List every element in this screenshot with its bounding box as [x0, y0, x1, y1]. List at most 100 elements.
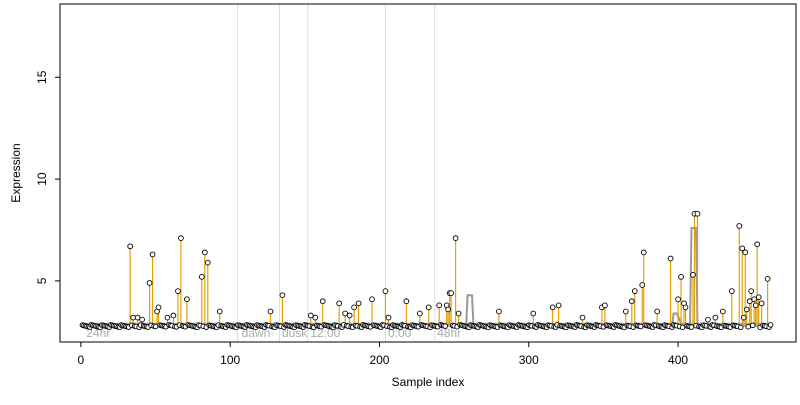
peak-point: [346, 312, 353, 319]
peak-point: [175, 288, 181, 294]
peak-point: [678, 273, 684, 280]
peak-point: [170, 312, 177, 319]
x-axis-title: Sample index: [392, 375, 465, 389]
peak-point: [755, 294, 762, 301]
peak-point: [155, 304, 162, 311]
peak-point: [579, 314, 586, 321]
peak-point: [146, 280, 153, 286]
data-point: [738, 324, 744, 331]
peak-point: [764, 276, 771, 282]
peak-point: [690, 271, 696, 278]
peak-point: [639, 282, 646, 288]
y-tick-label: 15: [35, 70, 49, 84]
y-axis-title: Expression: [9, 143, 23, 202]
peak-point: [675, 296, 681, 303]
time-marker-lines: [237, 4, 436, 342]
data-point: [637, 323, 644, 330]
data-points: [79, 210, 774, 331]
peak-point: [403, 298, 410, 305]
peak-point: [602, 302, 608, 309]
time-marker-label: 0:00: [388, 326, 412, 340]
peak-point: [134, 314, 141, 321]
peak-point: [319, 298, 326, 305]
data-point: [745, 323, 751, 330]
time-marker-labels: 24hr dawn dusk 12:00 0:00 48hr: [86, 326, 461, 340]
data-point: [688, 324, 695, 330]
peak-point: [549, 304, 556, 311]
peak-point: [445, 306, 452, 313]
peak-point: [198, 273, 205, 280]
peak-point: [149, 251, 156, 258]
time-marker-label: 24hr: [86, 326, 110, 340]
peak-point: [694, 210, 701, 217]
peak-point: [746, 298, 753, 305]
peak-point: [743, 306, 750, 313]
x-axis: 0 100 200 300 400: [78, 342, 688, 367]
peak-point: [728, 288, 735, 294]
data-point: [767, 322, 774, 328]
peak-point: [452, 235, 459, 242]
peak-point: [530, 310, 537, 317]
peak-point: [682, 304, 689, 311]
peak-point: [416, 310, 423, 317]
peak-point: [622, 308, 629, 315]
peak-point: [184, 296, 190, 303]
peak-point: [742, 249, 749, 256]
peak-point: [351, 304, 357, 311]
peak-point: [201, 249, 208, 256]
peak-point: [425, 304, 432, 311]
data-point: [679, 324, 686, 331]
gray-series-line: [465, 294, 475, 326]
data-point: [442, 323, 448, 329]
plot-frame: [59, 3, 797, 343]
peak-point: [382, 288, 389, 294]
gray-series-line: [689, 227, 699, 326]
peak-point: [712, 314, 719, 321]
peak-point: [752, 302, 759, 309]
y-tick-label: 5: [35, 277, 49, 284]
peak-point: [705, 316, 711, 323]
peak-point: [178, 235, 184, 242]
peak-point: [758, 300, 765, 307]
time-marker-label: 48hr: [437, 326, 461, 340]
peak-point: [127, 243, 134, 250]
peak-point: [754, 241, 761, 248]
x-tick-label: 0: [78, 353, 85, 367]
peak-point: [640, 249, 647, 256]
peak-point: [751, 296, 758, 303]
peak-point: [740, 314, 747, 321]
peak-point: [654, 308, 661, 315]
peak-point: [667, 255, 674, 262]
peak-point: [267, 308, 274, 315]
peak-point: [312, 314, 319, 321]
peak-point: [739, 245, 746, 252]
peak-point: [748, 288, 755, 294]
data-point: [749, 322, 756, 329]
data-point: [152, 323, 159, 330]
x-tick-label: 400: [668, 353, 688, 367]
y-tick-label: 10: [35, 172, 49, 186]
peak-point: [369, 296, 375, 303]
peak-point: [436, 302, 443, 309]
peak-point: [736, 223, 743, 229]
x-tick-label: 200: [369, 353, 389, 367]
peak-point: [216, 308, 223, 315]
peak-point: [139, 316, 145, 323]
peak-point: [496, 308, 502, 315]
x-tick-label: 100: [220, 353, 240, 367]
peak-point: [631, 288, 638, 294]
y-axis: 5 10 15: [35, 70, 60, 284]
peak-point: [342, 310, 348, 317]
peak-point: [355, 300, 362, 307]
peak-point: [336, 300, 343, 307]
peak-point: [455, 310, 462, 317]
peak-point: [279, 292, 286, 299]
peak-point: [385, 314, 392, 321]
peak-point: [719, 308, 726, 315]
x-tick-label: 300: [519, 353, 539, 367]
peak-point: [448, 290, 454, 296]
peak-point: [628, 298, 635, 305]
peak-point: [164, 314, 171, 321]
